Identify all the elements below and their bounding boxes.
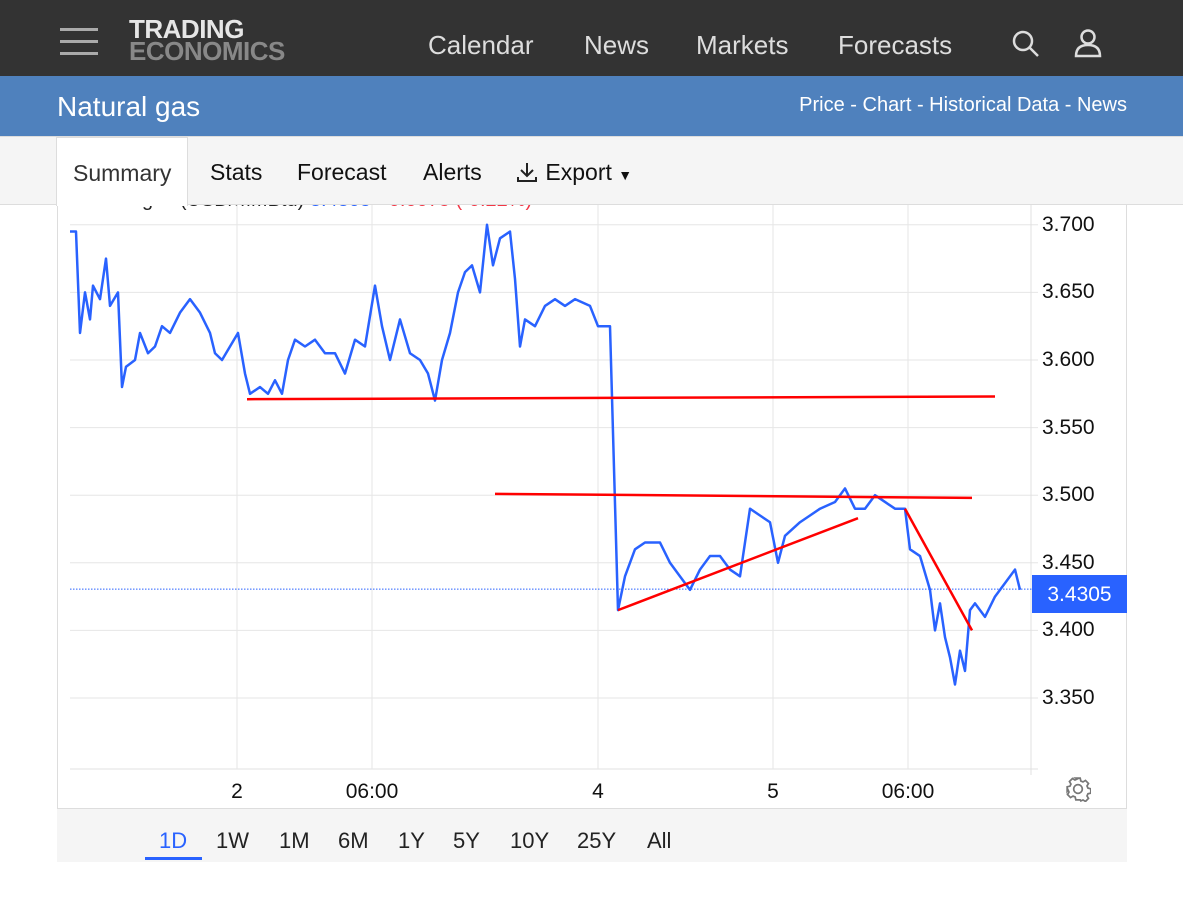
range-button-10y[interactable]: 10Y <box>510 828 550 853</box>
search-icon[interactable] <box>1011 29 1041 59</box>
hamburger-menu-icon[interactable] <box>60 28 98 55</box>
x-tick-label: 2 <box>231 780 243 803</box>
y-tick-label: 3.600 <box>1042 348 1095 371</box>
tab-bar: Summary Stats Forecast Alerts Export ▼ <box>0 136 1183 206</box>
range-button-1w[interactable]: 1W <box>216 828 249 853</box>
nav-markets[interactable]: Markets <box>696 30 789 60</box>
trendline <box>246 395 996 401</box>
tab-summary[interactable]: Summary <box>56 137 189 206</box>
range-button-6m[interactable]: 6M <box>338 828 369 853</box>
instrument-header: Natural gas Price - Chart - Historical D… <box>0 76 1183 136</box>
x-tick-label: 5 <box>767 780 779 803</box>
download-icon <box>517 163 537 182</box>
logo[interactable]: TRADING ECONOMICS <box>129 14 285 66</box>
last-price-label: 3.4305 <box>1032 575 1127 613</box>
trendline <box>903 508 974 632</box>
nav-news[interactable]: News <box>584 30 650 60</box>
trendline <box>617 517 859 612</box>
y-tick-label: 3.500 <box>1042 483 1095 507</box>
nav-forecasts[interactable]: Forecasts <box>838 30 953 60</box>
caret-down-icon: ▼ <box>618 167 633 183</box>
x-tick-label: 06:00 <box>345 780 399 803</box>
tab-forecast[interactable]: Forecast <box>297 159 387 185</box>
tab-stats[interactable]: Stats <box>210 159 263 185</box>
y-tick-label: 3.400 <box>1042 618 1095 642</box>
tab-alerts[interactable]: Alerts <box>423 159 482 185</box>
range-button-1m[interactable]: 1M <box>279 828 310 853</box>
x-tick-label: 4 <box>592 780 604 803</box>
range-button-1d[interactable]: 1D <box>159 828 188 853</box>
range-button-1y[interactable]: 1Y <box>398 828 425 853</box>
y-tick-label: 3.700 <box>1042 212 1095 236</box>
top-navbar: TRADING ECONOMICS Calendar News Markets F… <box>0 0 1183 76</box>
export-dropdown[interactable]: Export ▼ <box>515 137 632 206</box>
nav-calendar[interactable]: Calendar <box>428 30 534 60</box>
y-tick-label: 3.650 <box>1042 280 1095 304</box>
y-tick-label: 3.350 <box>1042 686 1095 709</box>
section-links[interactable]: Price - Chart - Historical Data - News <box>799 94 1127 116</box>
price-series-line <box>70 223 1022 686</box>
trendline <box>494 492 973 500</box>
range-button-5y[interactable]: 5Y <box>453 828 480 853</box>
range-selector <box>57 808 1127 862</box>
page-title: Natural gas <box>57 91 201 122</box>
range-button-25y[interactable]: 25Y <box>577 828 617 853</box>
active-range-indicator <box>145 857 202 860</box>
range-button-all[interactable]: All <box>647 828 672 853</box>
user-icon[interactable] <box>1073 28 1103 58</box>
y-tick-label: 3.450 <box>1042 550 1095 574</box>
x-tick-label: 06:00 <box>881 780 935 803</box>
y-tick-label: 3.550 <box>1042 415 1095 439</box>
settings-gear-icon[interactable] <box>1065 776 1091 802</box>
